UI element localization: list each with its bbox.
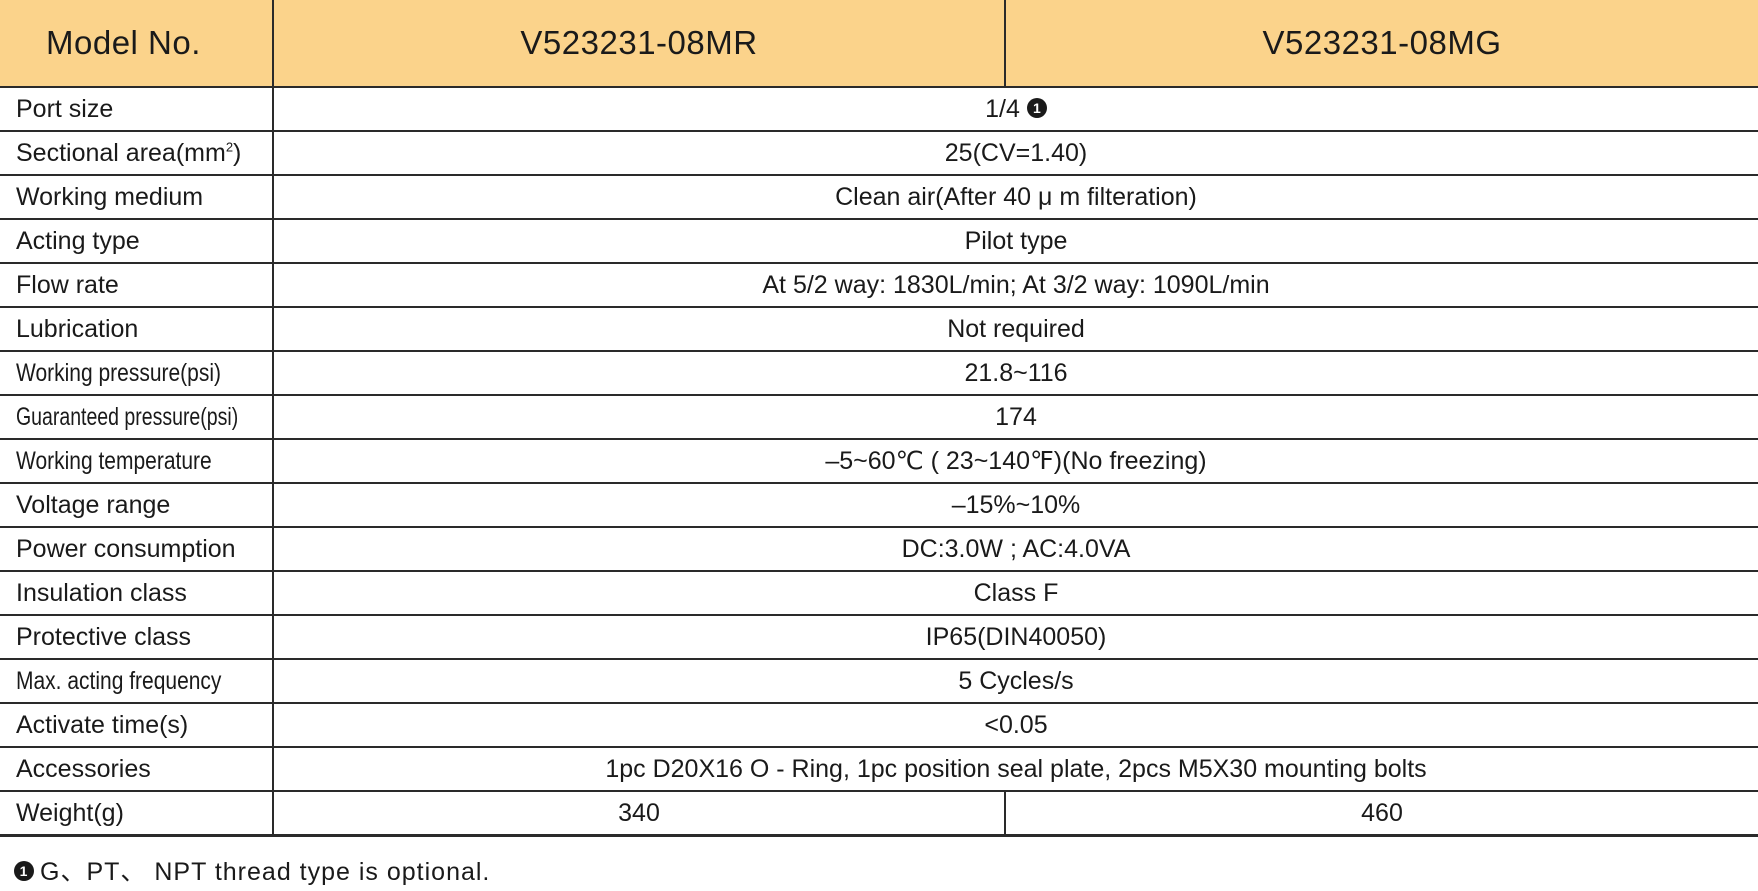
row-value: IP65(DIN40050): [273, 615, 1758, 660]
table-row: Lubrication Not required: [0, 307, 1758, 352]
row-value: At 5/2 way: 1830L/min; At 3/2 way: 1090L…: [273, 263, 1758, 308]
table-row: Voltage range –15%~10%: [0, 483, 1758, 528]
row-value: 25(CV=1.40): [273, 131, 1758, 176]
row-value: <0.05: [273, 703, 1758, 748]
table-row: Sectional area(mm2) 25(CV=1.40): [0, 131, 1758, 176]
row-label-text: Guaranteed pressure(psi): [16, 402, 239, 431]
table-row: Working temperature –5~60℃ ( 23~140℉)(No…: [0, 439, 1758, 484]
spec-table: Model No. V523231-08MR V523231-08MG Port…: [0, 0, 1758, 837]
row-label: Guaranteed pressure(psi): [0, 395, 274, 440]
table-row: Working medium Clean air(After 40 μ m fi…: [0, 175, 1758, 220]
row-label: Protective class: [0, 615, 274, 660]
row-label: Lubrication: [0, 307, 274, 352]
row-value: 174: [273, 395, 1758, 440]
table-row: Working pressure(psi) 21.8~116: [0, 351, 1758, 396]
row-label-text: Max. acting frequency: [16, 666, 222, 695]
row-value: Class F: [273, 571, 1758, 616]
row-label: Port size: [0, 87, 274, 132]
model-b-header: V523231-08MG: [1005, 0, 1758, 88]
footnote-marker-icon: 1: [1026, 97, 1047, 118]
row-value: Pilot type: [273, 219, 1758, 264]
footnote-marker-icon: 1: [14, 861, 34, 882]
row-value-model-b: 460: [1005, 791, 1758, 837]
table-row: Accessories 1pc D20X16 O - Ring, 1pc pos…: [0, 747, 1758, 792]
row-label: Working temperature: [0, 439, 274, 484]
table-row: Port size 1/4 1: [0, 87, 1758, 132]
row-label: Working pressure(psi): [0, 351, 274, 396]
row-value-text: 1/4: [985, 94, 1020, 123]
row-label: Working medium: [0, 175, 274, 220]
row-label: Power consumption: [0, 527, 274, 572]
row-label: Sectional area(mm2): [0, 131, 274, 176]
row-label: Weight(g): [0, 791, 274, 837]
row-value-model-a: 340: [273, 791, 1006, 837]
row-value: Not required: [273, 307, 1758, 352]
row-label: Max. acting frequency: [0, 659, 274, 704]
model-no-header: Model No.: [0, 0, 274, 88]
footnote-text: G、PT、 NPT thread type is optional.: [40, 858, 491, 886]
table-row: Flow rate At 5/2 way: 1830L/min; At 3/2 …: [0, 263, 1758, 308]
row-value: 1pc D20X16 O - Ring, 1pc position seal p…: [273, 747, 1758, 792]
row-label: Accessories: [0, 747, 274, 792]
table-row: Power consumption DC:3.0W ; AC:4.0VA: [0, 527, 1758, 572]
row-value: 21.8~116: [273, 351, 1758, 396]
row-label-text: Working temperature: [16, 446, 212, 475]
row-label: Voltage range: [0, 483, 274, 528]
row-label-tail: ): [233, 138, 242, 167]
row-label-text: Working pressure(psi): [16, 358, 222, 387]
row-value: 1/4 1: [273, 87, 1758, 132]
footnote: 1 G、PT、 NPT thread type is optional.: [14, 852, 490, 888]
row-label: Acting type: [0, 219, 274, 264]
table-row: Protective class IP65(DIN40050): [0, 615, 1758, 660]
row-value: Clean air(After 40 μ m filteration): [273, 175, 1758, 220]
table-row: Acting type Pilot type: [0, 219, 1758, 264]
row-label: Activate time(s): [0, 703, 274, 748]
table-row: Insulation class Class F: [0, 571, 1758, 616]
row-label-main: Sectional area(mm: [16, 138, 226, 167]
row-label: Insulation class: [0, 571, 274, 616]
row-label: Flow rate: [0, 263, 274, 308]
table-row: Max. acting frequency 5 Cycles/s: [0, 659, 1758, 704]
table-row: Activate time(s) <0.05: [0, 703, 1758, 748]
row-value: 5 Cycles/s: [273, 659, 1758, 704]
header-row: Model No. V523231-08MR V523231-08MG: [0, 0, 1758, 88]
row-value: DC:3.0W ; AC:4.0VA: [273, 527, 1758, 572]
row-value: –5~60℃ ( 23~140℉)(No freezing): [273, 439, 1758, 484]
model-a-header: V523231-08MR: [273, 0, 1006, 88]
row-label-superscript: 2: [225, 139, 234, 155]
row-value: –15%~10%: [273, 483, 1758, 528]
table-row: Weight(g) 340 460: [0, 791, 1758, 837]
table-row: Guaranteed pressure(psi) 174: [0, 395, 1758, 440]
